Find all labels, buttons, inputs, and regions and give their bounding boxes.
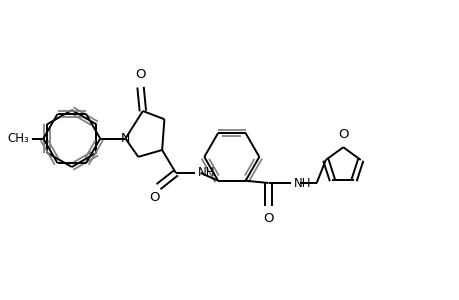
Text: N: N xyxy=(121,132,130,145)
Text: O: O xyxy=(135,68,146,81)
Text: O: O xyxy=(149,191,160,204)
Text: NH: NH xyxy=(293,176,311,190)
Text: CH₃: CH₃ xyxy=(8,132,29,145)
Text: O: O xyxy=(337,128,348,141)
Text: NH: NH xyxy=(197,167,214,179)
Text: O: O xyxy=(263,212,273,225)
